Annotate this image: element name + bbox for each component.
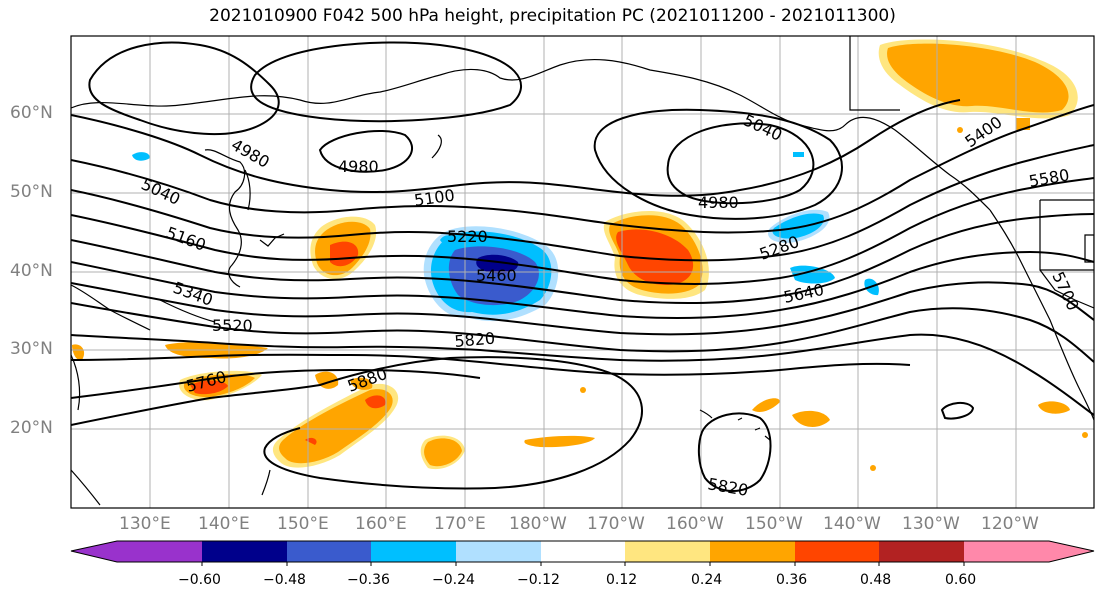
- contour-line: [940, 402, 975, 420]
- colorbar-tick-label: −0.48: [263, 572, 306, 588]
- contour-line: [88, 41, 280, 136]
- colorbar-tick-label: −0.36: [347, 572, 390, 588]
- lat-label: 30°N: [10, 339, 53, 359]
- lon-label: 130°W: [902, 514, 960, 534]
- lat-label: 50°N: [10, 182, 53, 202]
- colorbar-segment: [202, 541, 287, 562]
- contour-line: [71, 281, 1094, 336]
- lon-label: 160°W: [666, 514, 724, 534]
- colorbar-segment: [456, 541, 541, 562]
- colorbar-segment: [71, 541, 117, 562]
- contour-line: [71, 250, 1094, 319]
- lon-label: 140°E: [198, 514, 250, 534]
- contour-line: [71, 213, 1094, 305]
- contour-label: 4980: [698, 193, 739, 212]
- colorbar-segment: [371, 541, 456, 562]
- colorbar-segment: [541, 541, 625, 562]
- lon-label: 160°E: [355, 514, 407, 534]
- colorbar-tick-label: −0.60: [178, 572, 221, 588]
- graticule: [71, 36, 1094, 508]
- colorbar-segment: [287, 541, 371, 562]
- lon-label: 170°W: [587, 514, 645, 534]
- contour-line: [593, 108, 843, 220]
- contour-line: [71, 104, 1094, 234]
- height-contours: [71, 41, 1094, 492]
- contour-line: [71, 356, 643, 490]
- colorbar: [70, 540, 1095, 566]
- colorbar-segment: [795, 541, 879, 562]
- lon-label: 130°E: [119, 514, 171, 534]
- colorbar-tick-label: 0.24: [691, 572, 723, 588]
- map-frame: [70, 35, 1095, 509]
- contour-label: 4980: [338, 157, 379, 176]
- lon-label: 180°W: [509, 514, 567, 534]
- contour-line: [666, 122, 815, 205]
- lat-label: 60°N: [10, 103, 53, 123]
- contour-line: [250, 41, 522, 123]
- contour-line: [71, 177, 1094, 285]
- colorbar-tick-label: −0.24: [432, 572, 475, 588]
- colorbar-segment: [710, 541, 795, 562]
- colorbar-tick-label: 0.36: [776, 572, 808, 588]
- colorbar-tick-label: −0.12: [517, 572, 560, 588]
- colorbar-segment: [1049, 541, 1094, 562]
- contour-label: 5520: [212, 316, 253, 335]
- colorbar-tick-label: 0.48: [860, 572, 892, 588]
- colorbar-tick-label: 0.12: [606, 572, 638, 588]
- contour-label: 5220: [447, 227, 488, 246]
- colorbar-outline: [70, 540, 1095, 563]
- contour-line: [71, 333, 1094, 416]
- map-plot-area: [71, 36, 1094, 508]
- colorbar-tick-label: 0.60: [945, 572, 977, 588]
- lon-label: 170°E: [434, 514, 486, 534]
- lat-label: 40°N: [10, 261, 53, 281]
- colorbar-segment: [117, 541, 202, 562]
- lat-label: 20°N: [10, 418, 53, 438]
- contour-line: [71, 368, 481, 399]
- lon-label: 120°W: [981, 514, 1039, 534]
- contour-line: [71, 302, 1094, 363]
- contour-label: 5820: [454, 329, 496, 351]
- contour-label: 5460: [476, 266, 517, 285]
- colorbar-segment: [625, 541, 710, 562]
- contour-line: [697, 412, 772, 492]
- contour-line: [71, 99, 961, 197]
- lon-label: 150°W: [745, 514, 803, 534]
- map-title: 2021010900 F042 500 hPa height, precipit…: [209, 6, 896, 26]
- contour-line: [71, 353, 911, 376]
- colorbar-segment: [964, 541, 1049, 562]
- lon-label: 150°E: [277, 514, 329, 534]
- lon-label: 140°W: [823, 514, 881, 534]
- contour-line: [318, 129, 414, 173]
- contour-line: [71, 144, 1094, 262]
- colorbar-segment: [879, 541, 964, 562]
